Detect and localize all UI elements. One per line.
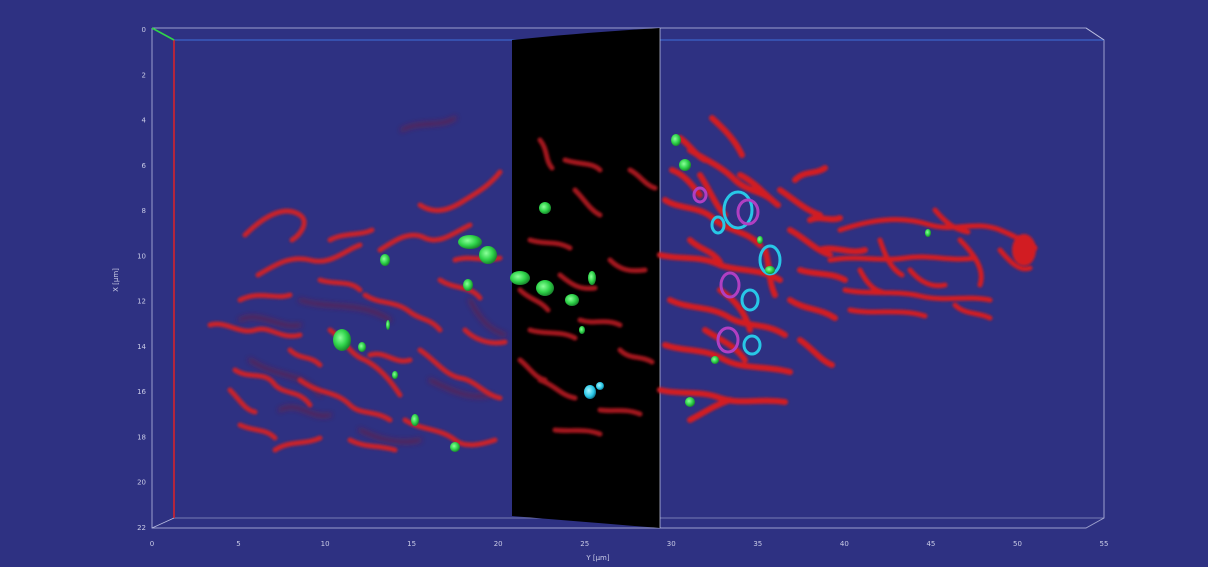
x-tick-label: 35 [753,540,762,548]
y-tick-label: 14 [137,343,146,351]
right-organelles [692,186,782,356]
x-tick-label: 55 [1100,540,1109,548]
y-tick-label: 18 [137,433,146,441]
x-tick-label: 5 [236,540,240,548]
x-tick-label: 0 [150,540,154,548]
slice-plane[interactable] [512,28,661,528]
y-tick-label: 0 [142,26,146,34]
x-tick-label: 40 [840,540,849,548]
slice-cross-section [510,137,658,437]
y-tick-label: 16 [137,388,146,396]
x-tick-label: 30 [667,540,676,548]
x-axis-title: Y [µm] [585,554,610,562]
x-tick-label: 15 [407,540,416,548]
x-tick-label: 10 [321,540,330,548]
y-axis-ticks: 0 2 4 6 8 10 12 14 16 18 20 22 [137,26,146,532]
right-vesicles [671,134,931,407]
y-axis-title: X [µm] [112,268,120,292]
y-tick-label: 6 [142,162,147,170]
x-tick-label: 25 [580,540,589,548]
x-tick-label: 20 [494,540,503,548]
y-tick-label: 4 [142,117,147,125]
y-tick-label: 12 [137,298,146,306]
background-mitochondria-network [238,116,507,444]
left-vesicles [333,235,497,452]
x-tick-label: 45 [926,540,935,548]
left-mitochondria-cluster [207,169,508,453]
y-tick-label: 2 [142,71,146,79]
y-tick-label: 22 [137,524,146,532]
y-tick-label: 20 [137,479,146,487]
y-tick-label: 8 [142,207,146,215]
right-tail-network [827,207,1038,321]
tail-tip [1012,234,1036,266]
x-tick-label: 50 [1013,540,1022,548]
y-tick-label: 10 [137,252,146,260]
x-axis-ticks: 0 5 10 15 20 25 30 35 40 45 50 55 [150,540,1109,548]
